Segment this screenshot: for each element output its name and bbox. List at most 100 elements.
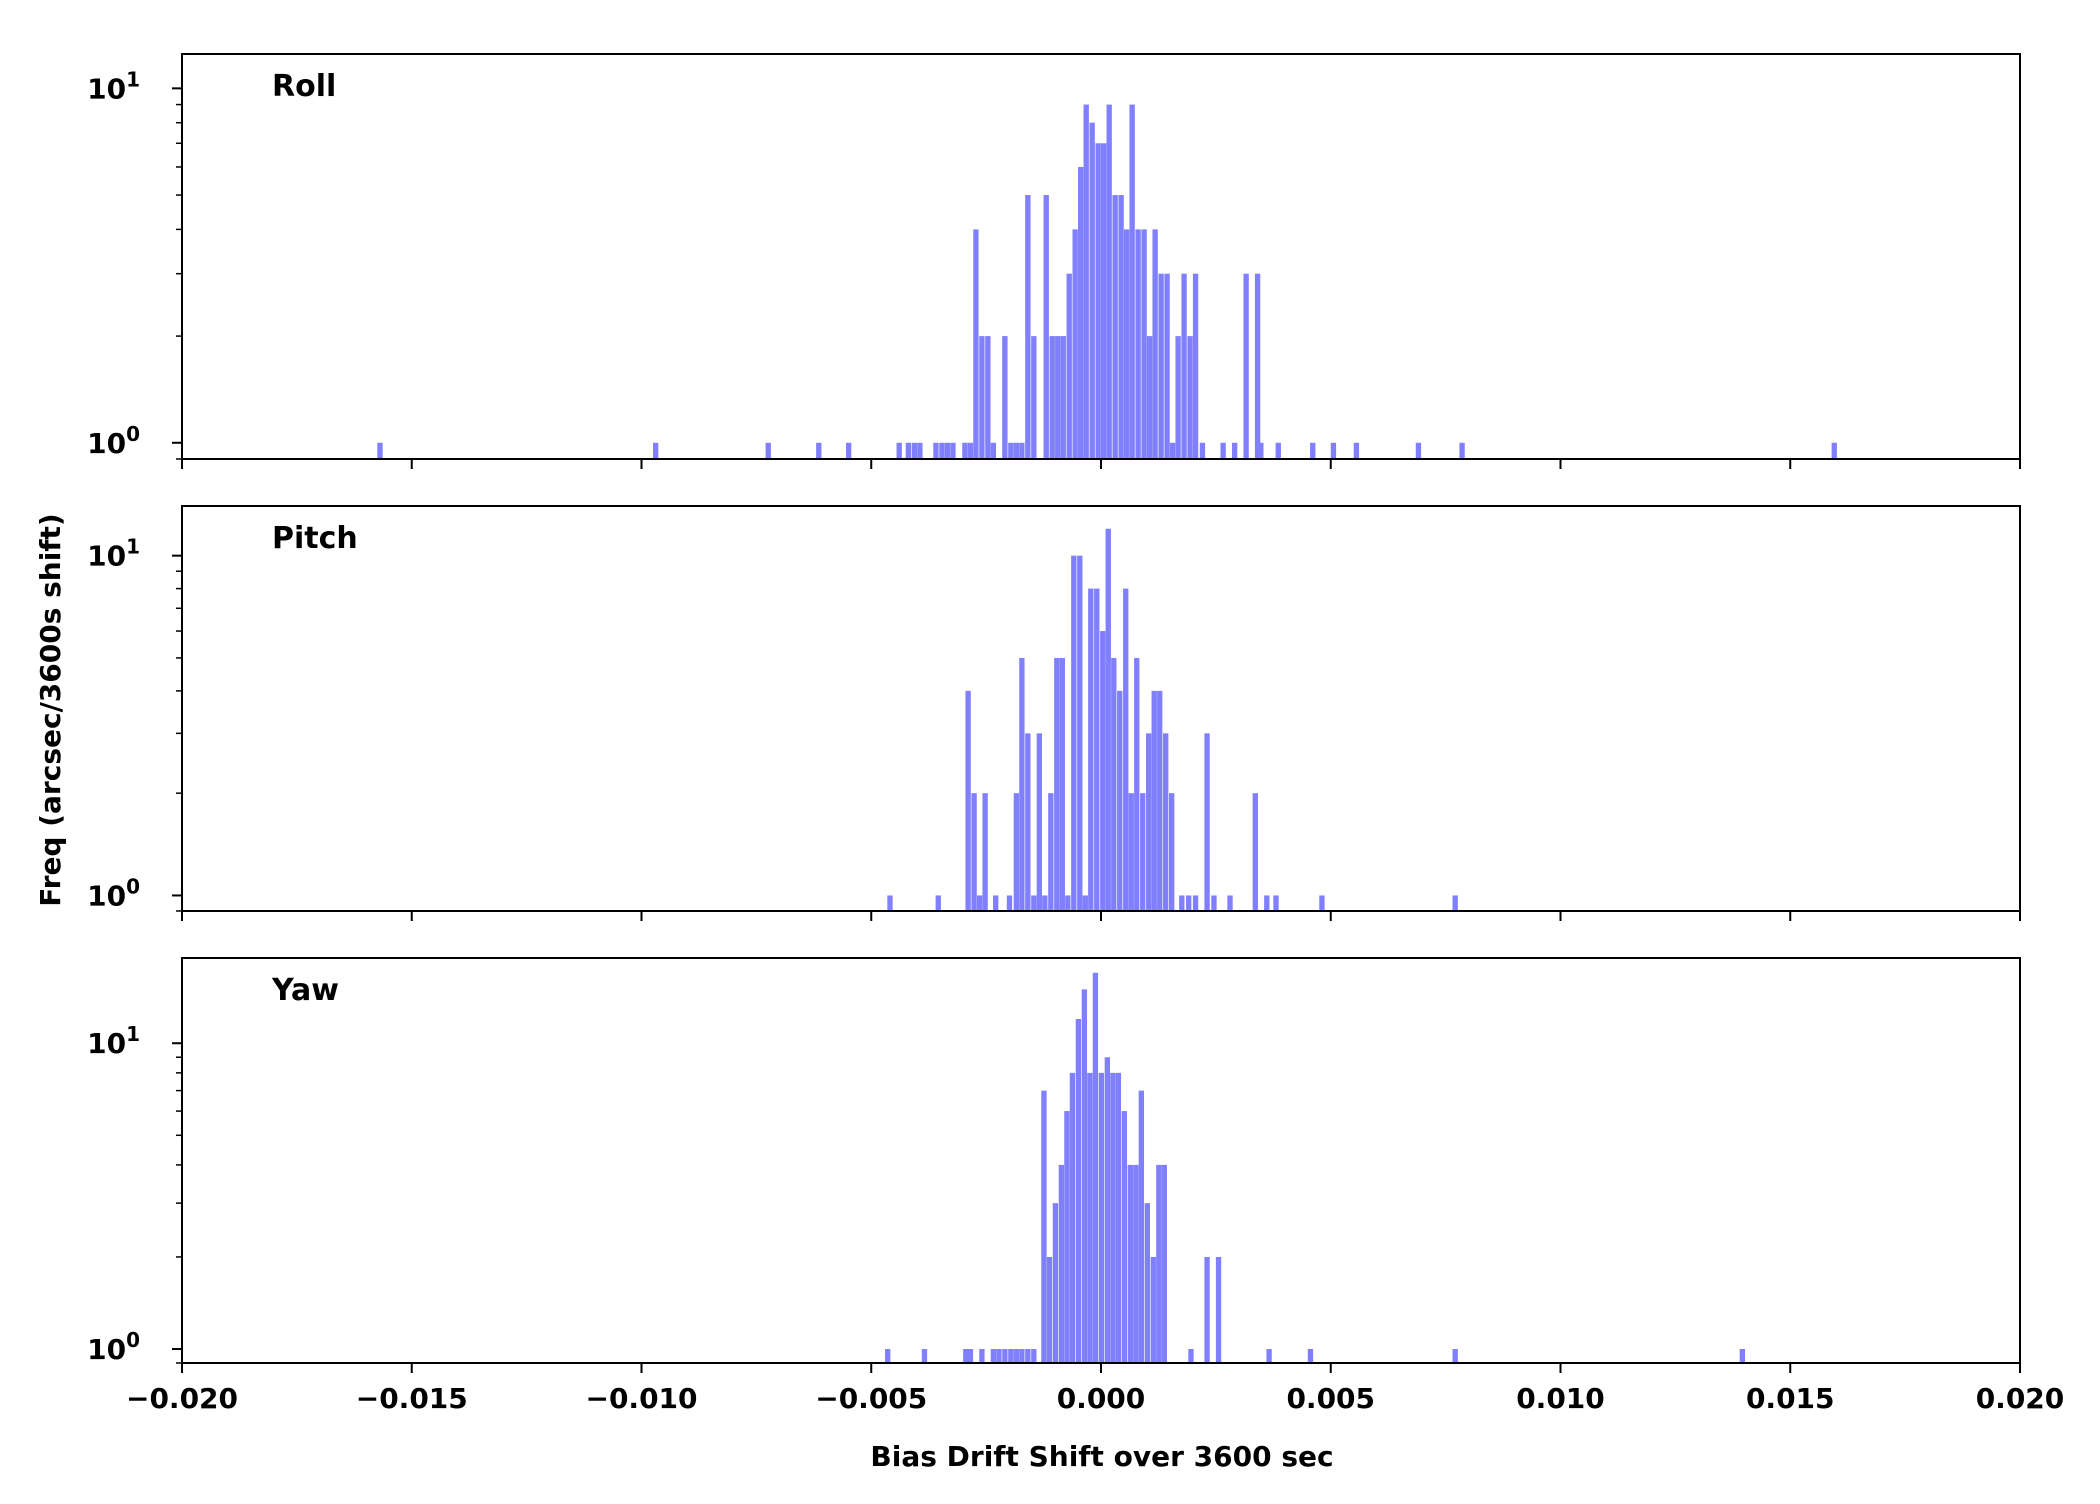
histogram-bar bbox=[1258, 443, 1263, 459]
histogram-bar bbox=[993, 895, 998, 911]
histogram-bar bbox=[1064, 1111, 1069, 1363]
histogram-bar bbox=[1025, 195, 1030, 459]
histogram-bar bbox=[1067, 274, 1072, 459]
histogram-bar bbox=[846, 443, 851, 459]
histogram-bar bbox=[1019, 658, 1024, 911]
histogram-bar bbox=[1145, 1203, 1150, 1363]
histogram-bar bbox=[1060, 658, 1065, 911]
x-axis-roll bbox=[182, 459, 2020, 469]
x-tick-label: 0.015 bbox=[1746, 1382, 1835, 1415]
histogram-bar bbox=[1031, 895, 1036, 911]
histogram-bar bbox=[1740, 1349, 1745, 1363]
histogram-bar bbox=[1310, 443, 1315, 459]
histogram-bar bbox=[1354, 443, 1359, 459]
bars-yaw bbox=[885, 973, 1745, 1363]
histogram-bar bbox=[887, 895, 892, 911]
histogram-bar bbox=[912, 443, 917, 459]
histogram-bar bbox=[1162, 1165, 1167, 1363]
histogram-bar bbox=[1253, 793, 1258, 911]
x-tick-label: 0.020 bbox=[1976, 1382, 2065, 1415]
histogram-bar bbox=[1083, 895, 1088, 911]
histogram-bar bbox=[1007, 895, 1012, 911]
histogram-bar bbox=[1019, 443, 1024, 459]
histogram-bar bbox=[1065, 895, 1070, 911]
histogram-bar bbox=[1200, 443, 1205, 459]
histogram-bar bbox=[1453, 1349, 1458, 1363]
histogram-bar bbox=[1047, 1257, 1052, 1363]
histogram-bar bbox=[1014, 793, 1019, 911]
histogram-bar bbox=[1186, 895, 1191, 911]
histogram-bar bbox=[1050, 336, 1055, 459]
histogram-bar bbox=[1232, 443, 1237, 459]
x-axis-yaw: −0.020 −0.015 −0.010 −0.005 0.000 0.005 0.010 0… bbox=[126, 1363, 2064, 1415]
histogram-bar bbox=[906, 443, 911, 459]
histogram-bar bbox=[1008, 443, 1013, 459]
histogram-bar bbox=[1140, 793, 1145, 911]
histogram-bar bbox=[1179, 895, 1184, 911]
histogram-bar bbox=[1264, 895, 1269, 911]
histogram-bar bbox=[1014, 1349, 1019, 1363]
histogram-bar bbox=[1141, 229, 1146, 459]
histogram-bar bbox=[1041, 1091, 1046, 1363]
histogram-bar bbox=[1107, 105, 1112, 459]
histogram-bar bbox=[1037, 733, 1042, 911]
histogram-bar bbox=[1170, 443, 1175, 459]
histogram-bar bbox=[971, 793, 976, 911]
histogram-bar bbox=[1243, 274, 1248, 459]
histogram-bar bbox=[1193, 895, 1198, 911]
histogram-bar bbox=[982, 793, 987, 911]
histogram-bar bbox=[968, 1349, 973, 1363]
y-axis-pitch: 100 101 bbox=[87, 535, 182, 913]
histogram-bar bbox=[1055, 336, 1060, 459]
histogram-bar bbox=[1100, 631, 1105, 911]
histogram-bar bbox=[1073, 229, 1078, 459]
histogram-bar bbox=[933, 443, 938, 459]
histogram-bar bbox=[1106, 529, 1111, 911]
x-tick-label: 0.010 bbox=[1516, 1382, 1605, 1415]
histogram-bar bbox=[1216, 1257, 1221, 1363]
histogram-bar bbox=[1101, 143, 1106, 459]
histogram-bar bbox=[1255, 274, 1260, 459]
bars-roll bbox=[377, 105, 1837, 459]
histogram-bar bbox=[1025, 1349, 1030, 1363]
histogram-bar bbox=[1273, 895, 1278, 911]
histogram-bar bbox=[1042, 895, 1047, 911]
histogram-bar bbox=[1117, 691, 1122, 911]
histogram-bar bbox=[1128, 1165, 1133, 1363]
histogram-bar bbox=[939, 443, 944, 459]
histogram-bar bbox=[1227, 895, 1232, 911]
histogram-bar bbox=[1124, 229, 1129, 459]
histogram-bar bbox=[1082, 989, 1087, 1363]
histogram-bar bbox=[1175, 336, 1180, 459]
y-tick-label: 101 bbox=[87, 67, 140, 105]
histogram-bar bbox=[996, 1349, 1001, 1363]
histogram-bar bbox=[1116, 1073, 1121, 1363]
histogram-bar bbox=[1188, 1349, 1193, 1363]
histogram-bar bbox=[1002, 1349, 1007, 1363]
histogram-bar bbox=[1459, 443, 1464, 459]
histogram-bar bbox=[816, 443, 821, 459]
histogram-bar bbox=[1123, 589, 1128, 911]
histogram-bar bbox=[1070, 1073, 1075, 1363]
histogram-bar bbox=[979, 1349, 984, 1363]
histogram-bar bbox=[1014, 443, 1019, 459]
histogram-bar bbox=[945, 443, 950, 459]
y-axis-roll: 100 101 bbox=[87, 67, 182, 459]
histogram-bar bbox=[962, 443, 967, 459]
histogram-bar bbox=[1076, 1019, 1081, 1363]
histogram-bar bbox=[1122, 1111, 1127, 1363]
histogram-bar bbox=[1204, 733, 1209, 911]
y-axis-yaw: 100 101 bbox=[87, 1022, 182, 1366]
histogram-bar bbox=[1002, 336, 1007, 459]
panel-label-pitch: Pitch bbox=[272, 521, 358, 556]
histogram-bar bbox=[377, 443, 382, 459]
histogram-bar bbox=[1044, 195, 1049, 459]
histogram-bar bbox=[1163, 733, 1168, 911]
histogram-bar bbox=[1319, 895, 1324, 911]
x-tick-label: 0.005 bbox=[1286, 1382, 1375, 1415]
histogram-bar bbox=[1118, 195, 1123, 459]
histogram-bar bbox=[1152, 229, 1157, 459]
x-axis-pitch bbox=[182, 911, 2020, 921]
histogram-bar bbox=[1084, 105, 1089, 459]
